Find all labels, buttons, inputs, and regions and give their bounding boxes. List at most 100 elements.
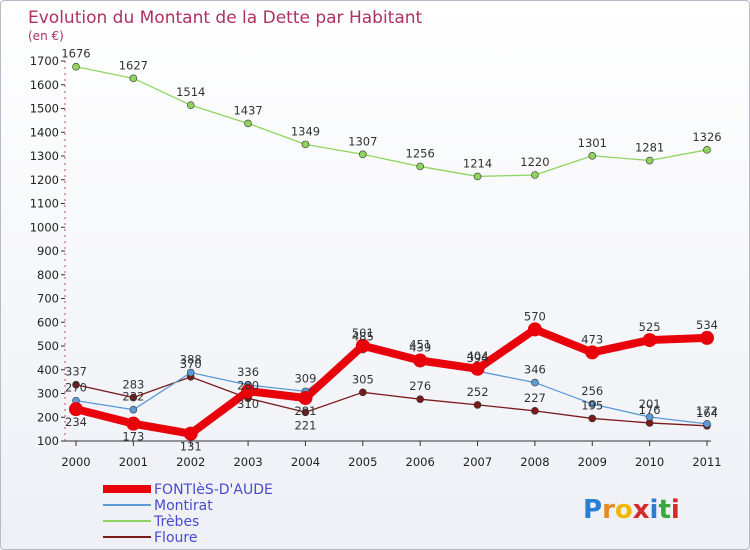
x-tick-label: 2006 xyxy=(406,455,435,469)
y-tick-label: 200 xyxy=(37,410,59,424)
data-point xyxy=(703,420,711,428)
data-point xyxy=(588,151,597,160)
y-tick-label: 600 xyxy=(37,315,59,329)
data-point xyxy=(298,391,313,406)
x-tick-label: 2000 xyxy=(61,455,90,469)
data-point xyxy=(129,74,138,83)
legend-label: Montirat xyxy=(154,498,213,514)
x-tick-label: 2005 xyxy=(348,455,377,469)
series-line xyxy=(72,325,711,438)
data-point xyxy=(186,101,195,109)
y-tick-label: 300 xyxy=(37,387,59,401)
chart-subtitle: (en €) xyxy=(28,29,64,43)
data-point xyxy=(301,408,310,417)
data-label: 1676 xyxy=(61,47,90,61)
data-point xyxy=(588,414,597,423)
data-point xyxy=(642,333,657,348)
y-tick-label: 1500 xyxy=(30,102,59,116)
data-label: 485 xyxy=(352,330,374,344)
series-line xyxy=(75,376,708,427)
data-point xyxy=(126,416,141,431)
data-point xyxy=(645,156,654,165)
data-point xyxy=(531,171,539,179)
data-point xyxy=(700,330,714,345)
data-point xyxy=(355,338,370,353)
data-point xyxy=(527,322,542,337)
data-point xyxy=(359,388,367,397)
data-label: 451 xyxy=(409,338,431,352)
data-label: 173 xyxy=(122,430,144,444)
data-point xyxy=(359,150,367,159)
data-label: 388 xyxy=(180,353,202,367)
y-tick-label: 500 xyxy=(37,339,59,353)
series-line xyxy=(75,348,708,425)
chart-axes: 100 200 300 400 500 600 700 800 900 1000 1100 1200 1… xyxy=(30,54,722,469)
data-point xyxy=(69,402,83,417)
data-label: 1514 xyxy=(176,85,205,99)
y-tick-label: 900 xyxy=(37,244,59,258)
data-label: 281 xyxy=(294,404,316,418)
y-tick-label: 1300 xyxy=(30,149,59,163)
data-label: 232 xyxy=(122,390,144,404)
x-tick-label: 2009 xyxy=(578,455,607,469)
x-tick-label: 2003 xyxy=(233,455,262,469)
chart-title: Evolution du Montant de la Dette par Hab… xyxy=(28,8,423,28)
x-tick-label: 2001 xyxy=(119,455,148,469)
data-label: 164 xyxy=(696,406,718,420)
data-label: 525 xyxy=(639,320,661,334)
data-label: 310 xyxy=(237,397,259,411)
data-label: 1214 xyxy=(463,156,492,170)
y-tick-label: 1600 xyxy=(30,78,59,92)
data-label: 346 xyxy=(524,363,546,377)
data-label: 370 xyxy=(180,357,202,371)
data-label: 280 xyxy=(237,378,259,392)
data-label: 534 xyxy=(696,318,718,332)
data-point xyxy=(585,345,600,360)
data-label: 195 xyxy=(581,398,603,412)
x-tick-label: 2002 xyxy=(176,455,205,469)
data-label: 473 xyxy=(581,332,603,346)
y-tick-label: 100 xyxy=(37,434,59,448)
data-label: 404 xyxy=(467,349,489,363)
data-label: 1349 xyxy=(291,124,320,138)
data-label: 309 xyxy=(294,371,316,385)
x-tick-label: 2007 xyxy=(463,455,492,469)
data-label: 172 xyxy=(696,404,718,418)
data-point xyxy=(416,162,424,171)
y-tick-label: 1700 xyxy=(30,54,59,68)
data-label: 336 xyxy=(237,365,259,379)
data-point xyxy=(588,400,597,408)
data-label: 1326 xyxy=(692,130,721,144)
data-point xyxy=(129,393,138,402)
data-label: 305 xyxy=(352,372,374,386)
legend-label: Trèbes xyxy=(153,514,199,530)
data-label: 176 xyxy=(639,403,661,417)
x-tick-label: 2010 xyxy=(635,455,664,469)
y-tick-label: 1000 xyxy=(30,220,59,234)
data-point xyxy=(416,395,424,404)
data-label: 131 xyxy=(180,440,202,454)
data-label: 570 xyxy=(524,309,546,323)
data-label: 501 xyxy=(352,326,374,340)
data-point xyxy=(72,62,80,71)
data-label: 1437 xyxy=(233,103,262,117)
data-point xyxy=(244,119,252,128)
data-label: 201 xyxy=(639,397,661,411)
x-tick-label: 2011 xyxy=(692,455,721,469)
y-tick-label: 700 xyxy=(37,292,59,306)
data-point xyxy=(473,172,482,181)
data-label: 439 xyxy=(409,340,431,354)
data-label: 283 xyxy=(122,378,144,392)
x-tick-label: 2004 xyxy=(291,455,320,469)
y-tick-label: 1100 xyxy=(30,197,59,211)
data-point xyxy=(473,401,482,409)
y-tick-label: 400 xyxy=(37,363,59,377)
series-line xyxy=(75,66,708,178)
data-label: 1627 xyxy=(119,58,148,72)
data-point xyxy=(531,378,539,387)
proxiti-logo: Proxiti xyxy=(583,495,680,525)
legend-label: Floure xyxy=(154,530,197,546)
data-label: 337 xyxy=(65,365,87,379)
